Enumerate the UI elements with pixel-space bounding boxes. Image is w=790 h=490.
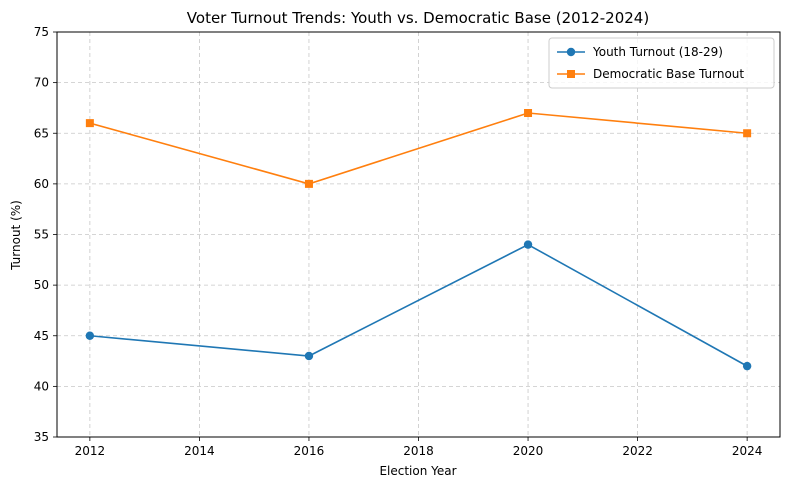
x-tick-label: 2022	[622, 444, 653, 458]
series-point-1	[524, 109, 533, 117]
y-tick-label: 55	[34, 228, 49, 242]
y-tick-label: 60	[34, 177, 49, 191]
legend-box	[548, 37, 775, 89]
ticks: 2012 2014 2016 2018 2020 2022 2024 35 40 45 50 55 60…	[34, 25, 763, 458]
x-tick-label: 2024	[732, 444, 763, 458]
y-tick-label: 50	[34, 278, 49, 292]
x-tick-label: 2018	[403, 444, 434, 458]
legend-marker	[566, 47, 576, 57]
y-tick-label: 75	[34, 25, 49, 39]
series-point-1	[85, 119, 94, 128]
legend-marker	[567, 70, 575, 78]
y-tick-label: 45	[34, 329, 49, 343]
series-point-0	[742, 361, 752, 371]
series-layer	[85, 109, 752, 371]
y-tick-label: 70	[34, 76, 49, 90]
series-line-1	[89, 112, 748, 185]
series-point-0	[85, 331, 95, 340]
series-point-0	[304, 351, 314, 361]
x-tick-label: 2012	[75, 444, 106, 458]
legend: Youth Turnout (18-29) Democratic Base Tur…	[548, 37, 775, 89]
legend-label: Democratic Base Turnout	[593, 67, 744, 81]
y-tick-label: 40	[34, 379, 49, 393]
series-point-1	[743, 129, 752, 138]
chart-title: Voter Turnout Trends: Youth vs. Democrat…	[187, 9, 649, 27]
y-tick-label: 35	[34, 430, 49, 444]
x-tick-label: 2020	[513, 444, 544, 458]
x-tick-label: 2016	[294, 444, 325, 458]
y-axis-label: Turnout (%)	[9, 200, 23, 271]
series-point-1	[304, 179, 313, 188]
x-tick-label: 2014	[184, 444, 215, 458]
legend-label: Youth Turnout (18-29)	[592, 45, 723, 59]
series-point-0	[523, 240, 533, 249]
x-axis-label: Election Year	[379, 464, 456, 478]
series-line-0	[89, 243, 748, 367]
y-tick-label: 65	[34, 126, 49, 140]
